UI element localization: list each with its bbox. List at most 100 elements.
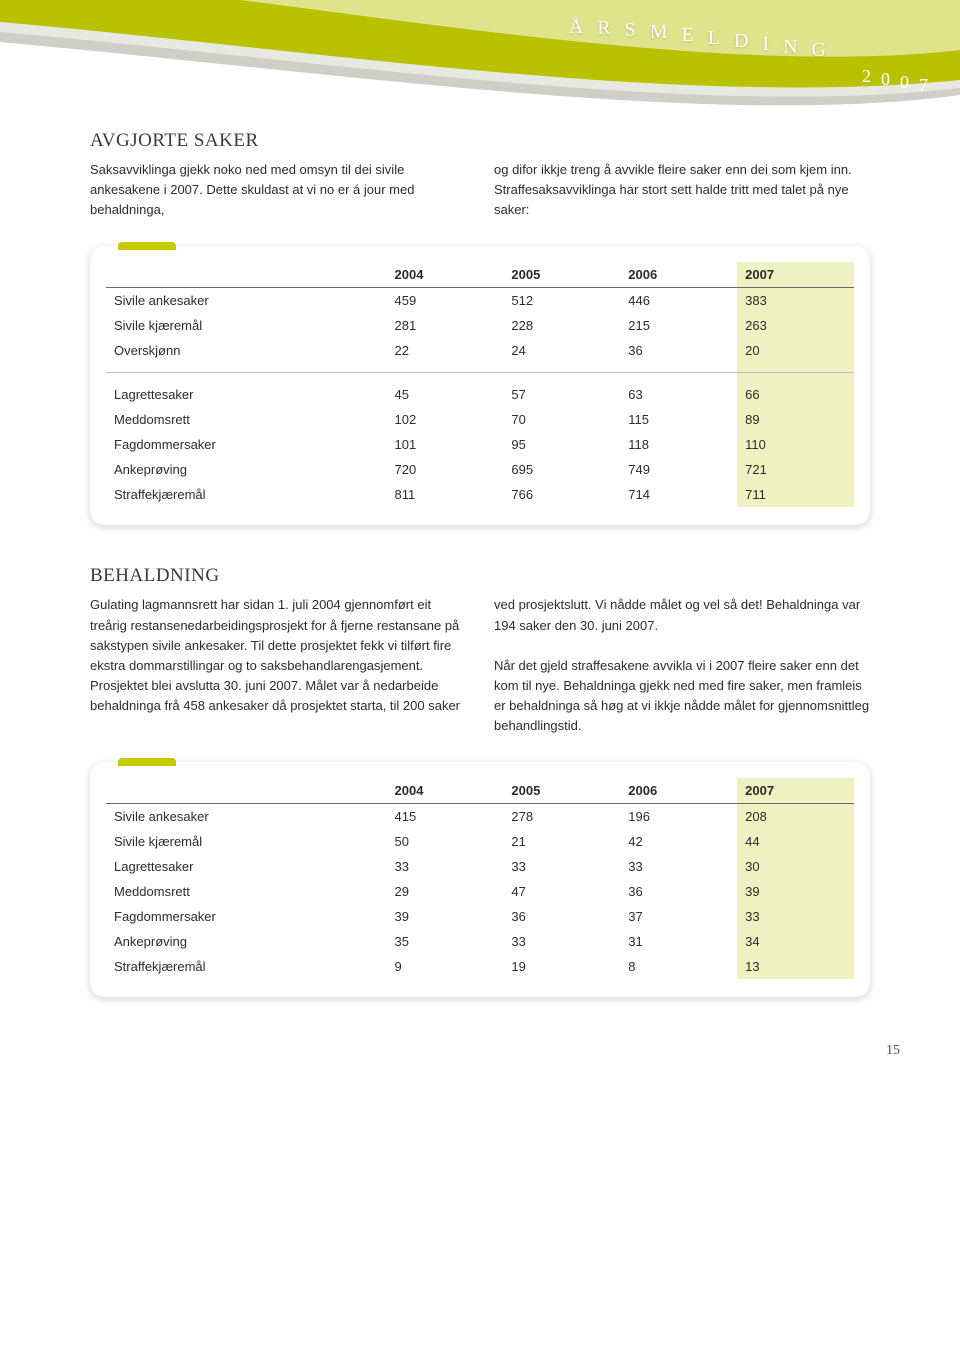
table-behaldning: 2004 2005 2006 2007 Sivile ankesaker4152… [106,778,854,979]
table-cell: Fagdommersaker [106,432,387,457]
table-cell: Meddomsrett [106,879,387,904]
section1-col-left: Saksavviklinga gjekk noko ned med omsyn … [90,160,466,220]
table-cell: Overskjønn [106,338,387,373]
table-cell: 19 [503,954,620,979]
table-cell: 383 [737,288,854,314]
table-cell: Straffekjæremål [106,482,387,507]
table-cell: 22 [387,338,504,373]
table-cell: 20 [737,338,854,373]
col-header: 2004 [387,262,504,288]
table-cell: 228 [503,313,620,338]
table-cell: 34 [737,929,854,954]
table-cell: 33 [387,854,504,879]
table-cell: 115 [620,407,737,432]
col-header [106,262,387,288]
table-cell: 281 [387,313,504,338]
col-header: 2007 [737,262,854,288]
table-tab [118,758,176,766]
table-cell: 196 [620,804,737,830]
table-cell: 695 [503,457,620,482]
table-cell: 66 [737,373,854,408]
table-cell: Sivile kjæremål [106,829,387,854]
table-cell: 711 [737,482,854,507]
table-cell: 33 [620,854,737,879]
table-cell: 446 [620,288,737,314]
table-cell: Lagrettesaker [106,373,387,408]
table-cell: 101 [387,432,504,457]
table-cell: 95 [503,432,620,457]
col-header [106,778,387,804]
table-cell: Ankeprøving [106,457,387,482]
header-band: ÅRSMELDING 2007 [0,0,960,120]
table-cell: Meddomsrett [106,407,387,432]
table-cell: 42 [620,829,737,854]
col-header: 2005 [503,778,620,804]
col-header: 2006 [620,262,737,288]
section2-col-right: ved prosjektslutt. Vi nådde målet og vel… [494,595,870,736]
table-cell: 714 [620,482,737,507]
table-cell: 766 [503,482,620,507]
table-cell: 30 [737,854,854,879]
page-content: AVGJORTE SAKER Saksavviklinga gjekk noko… [0,120,960,1077]
col-header: 2007 [737,778,854,804]
table-avgjorte: 2004 2005 2006 2007 Sivile ankesaker4595… [106,262,854,507]
col-header: 2004 [387,778,504,804]
table-cell: 47 [503,879,620,904]
table-cell: 13 [737,954,854,979]
table-cell: 110 [737,432,854,457]
table-cell: Lagrettesaker [106,854,387,879]
table-cell: 63 [620,373,737,408]
table-cell: Ankeprøving [106,929,387,954]
table-cell: 9 [387,954,504,979]
table-cell: Sivile ankesaker [106,288,387,314]
table-cell: Fagdommersaker [106,904,387,929]
table-cell: 33 [503,929,620,954]
header-title: ÅRSMELDING [569,18,840,41]
table-cell: 35 [387,929,504,954]
section2-columns: Gulating lagmannsrett har sidan 1. juli … [90,595,870,736]
table-cell: 459 [387,288,504,314]
table-card-behaldning: 2004 2005 2006 2007 Sivile ankesaker4152… [90,762,870,997]
col-header: 2005 [503,262,620,288]
table-cell: 36 [620,338,737,373]
table-cell: 45 [387,373,504,408]
table-cell: 512 [503,288,620,314]
table-cell: 21 [503,829,620,854]
table-cell: 721 [737,457,854,482]
table-cell: Sivile kjæremål [106,313,387,338]
table-cell: 31 [620,929,737,954]
table-cell: 37 [620,904,737,929]
section-title-behaldning: BEHALDNING [90,565,870,587]
table-cell: 50 [387,829,504,854]
table-cell: 263 [737,313,854,338]
table-cell: 44 [737,829,854,854]
table-cell: 720 [387,457,504,482]
table-cell: 102 [387,407,504,432]
table-cell: Sivile ankesaker [106,804,387,830]
table-cell: 118 [620,432,737,457]
table-cell: 278 [503,804,620,830]
col-header: 2006 [620,778,737,804]
table-cell: 70 [503,407,620,432]
table-cell: 24 [503,338,620,373]
header-year: 2007 [862,44,938,65]
table-cell: 57 [503,373,620,408]
table-cell: 749 [620,457,737,482]
table-cell: 33 [503,854,620,879]
table-cell: 33 [737,904,854,929]
table-cell: 215 [620,313,737,338]
table-tab [118,242,176,250]
table-cell: 811 [387,482,504,507]
section1-columns: Saksavviklinga gjekk noko ned med omsyn … [90,160,870,220]
section-title-avgjorte: AVGJORTE SAKER [90,130,870,152]
page-number: 15 [886,1043,900,1059]
section2-col-left: Gulating lagmannsrett har sidan 1. juli … [90,595,466,736]
table-cell: 8 [620,954,737,979]
table-card-avgjorte: 2004 2005 2006 2007 Sivile ankesaker4595… [90,246,870,525]
table-cell: 29 [387,879,504,904]
table-cell: Straffekjæremål [106,954,387,979]
table-cell: 36 [503,904,620,929]
table-cell: 39 [737,879,854,904]
table-cell: 39 [387,904,504,929]
table-cell: 415 [387,804,504,830]
